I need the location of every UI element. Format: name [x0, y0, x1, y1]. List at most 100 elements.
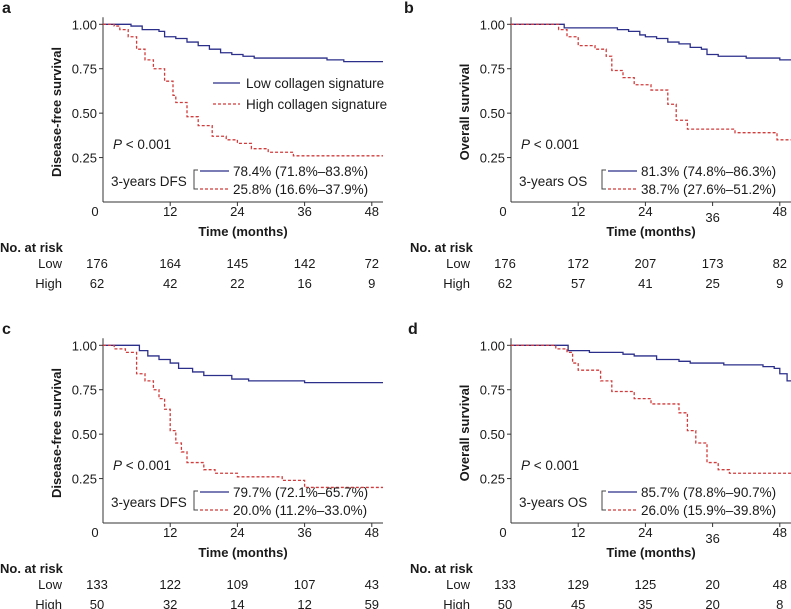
- risk-low-count: 176: [86, 256, 108, 271]
- risk-high-count: 9: [776, 276, 783, 291]
- x-tick-label: 48: [773, 204, 787, 219]
- summary-label: 3-years OS: [519, 495, 587, 510]
- x-axis-label: Time (months): [198, 545, 287, 560]
- summary-high-value: 25.8% (16.6%–37.9%): [233, 182, 368, 197]
- legend-low-label: Low collagen signature: [246, 76, 384, 91]
- risk-high-count: 9: [368, 276, 375, 291]
- summary-low-value: 79.7% (72.1%–65.7%): [233, 485, 368, 500]
- y-tick-label: 0.50: [72, 427, 97, 442]
- risk-high-count: 14: [230, 597, 244, 609]
- low-survival-curve: [103, 23, 383, 63]
- risk-low-count: 48: [773, 577, 787, 592]
- risk-low-count: 20: [705, 577, 719, 592]
- risk-high-count: 62: [90, 276, 104, 291]
- risk-row-label-low: Low: [38, 256, 62, 271]
- y-tick-label: 0.50: [480, 427, 505, 442]
- p-value-text: < 0.001: [122, 458, 171, 473]
- low-survival-curve: [511, 344, 791, 382]
- p-symbol: P: [521, 458, 530, 473]
- risk-low-count: 172: [567, 256, 589, 271]
- summary-low-value: 85.7% (78.8%–90.7%): [641, 485, 776, 500]
- x-tick-label: 0: [499, 204, 506, 219]
- summary-high-value: 26.0% (15.9%–39.8%): [641, 503, 776, 518]
- risk-high-count: 35: [638, 597, 652, 609]
- high-survival-curve: [103, 23, 383, 157]
- legend-high-label: High collagen signature: [246, 97, 387, 112]
- risk-row-label-high: High: [35, 597, 62, 609]
- risk-table-title: No. at risk: [410, 561, 474, 576]
- risk-low-count: 109: [227, 577, 249, 592]
- risk-table-title: No. at risk: [0, 561, 64, 576]
- y-tick-label: 0.25: [480, 151, 505, 166]
- risk-row-label-high: High: [443, 597, 470, 609]
- x-tick-label: 0: [91, 204, 98, 219]
- risk-high-count: 22: [230, 276, 244, 291]
- summary-label: 3-years OS: [519, 174, 587, 189]
- risk-table-title: No. at risk: [0, 240, 64, 255]
- y-axis-label: Disease-free survival: [49, 47, 64, 177]
- risk-row-label-high: High: [35, 276, 62, 291]
- y-tick-label: 0.25: [72, 151, 97, 166]
- p-value-text: < 0.001: [530, 458, 579, 473]
- panel-letter: c: [2, 321, 11, 338]
- summary-low-value: 81.3% (74.8%–86.3%): [641, 164, 776, 179]
- p-value: P < 0.001: [521, 458, 579, 473]
- p-symbol: P: [113, 137, 122, 152]
- summary-high-value: 38.7% (27.6%–51.2%): [641, 182, 776, 197]
- risk-high-count: 62: [498, 276, 512, 291]
- risk-low-count: 164: [159, 256, 181, 271]
- x-tick-label: 24: [638, 204, 652, 219]
- x-tick-label: 48: [365, 204, 379, 219]
- p-symbol: P: [521, 137, 530, 152]
- risk-low-count: 122: [159, 577, 181, 592]
- risk-low-count: 107: [294, 577, 316, 592]
- risk-low-count: 43: [365, 577, 379, 592]
- y-tick-label: 0.75: [480, 383, 505, 398]
- risk-low-count: 72: [365, 256, 379, 271]
- risk-low-count: 125: [635, 577, 657, 592]
- y-tick-label: 0.75: [72, 62, 97, 77]
- risk-low-count: 176: [494, 256, 516, 271]
- panel-c: c 1.00 0.75 0.50 0.25 0 12 24 36 48 Time (months) D…: [0, 321, 383, 609]
- risk-row-label-high: High: [443, 276, 470, 291]
- y-tick-label: 0.25: [480, 472, 505, 487]
- summary-low-value: 78.4% (71.8%–83.8%): [233, 164, 368, 179]
- risk-low-count: 142: [294, 256, 316, 271]
- x-tick-label: 24: [638, 525, 652, 540]
- low-survival-curve: [103, 344, 383, 384]
- panel-letter: d: [408, 321, 418, 338]
- risk-low-count: 207: [635, 256, 657, 271]
- y-tick-label: 1.00: [72, 338, 97, 353]
- risk-low-count: 145: [227, 256, 249, 271]
- y-axis-label: Disease-free survival: [49, 368, 64, 498]
- risk-low-count: 133: [86, 577, 108, 592]
- x-tick-label: 12: [571, 525, 585, 540]
- p-value-text: < 0.001: [530, 137, 579, 152]
- y-axis-label: Overall survival: [457, 64, 472, 161]
- x-tick-label: 12: [163, 525, 177, 540]
- risk-high-count: 25: [705, 276, 719, 291]
- y-tick-label: 0.50: [72, 106, 97, 121]
- p-symbol: P: [113, 458, 122, 473]
- risk-high-count: 59: [365, 597, 379, 609]
- p-value: P < 0.001: [521, 137, 579, 152]
- p-value: P < 0.001: [113, 458, 171, 473]
- risk-high-count: 50: [90, 597, 104, 609]
- risk-high-count: 42: [163, 276, 177, 291]
- x-tick-label: 24: [230, 525, 244, 540]
- risk-high-count: 45: [571, 597, 585, 609]
- x-tick-label: 36: [297, 525, 311, 540]
- summary-bracket: [601, 169, 606, 190]
- high-survival-curve: [103, 344, 383, 489]
- x-tick-label: 36: [297, 204, 311, 219]
- risk-row-label-low: Low: [446, 256, 470, 271]
- x-tick-label: 48: [365, 525, 379, 540]
- p-value: P < 0.001: [113, 137, 171, 152]
- x-tick-label: 12: [571, 204, 585, 219]
- x-axis-label: Time (months): [606, 224, 695, 239]
- risk-table-title: No. at risk: [410, 240, 474, 255]
- risk-row-label-low: Low: [446, 577, 470, 592]
- summary-high-value: 20.0% (11.2%–33.0%): [233, 503, 367, 518]
- x-tick-label: 12: [163, 204, 177, 219]
